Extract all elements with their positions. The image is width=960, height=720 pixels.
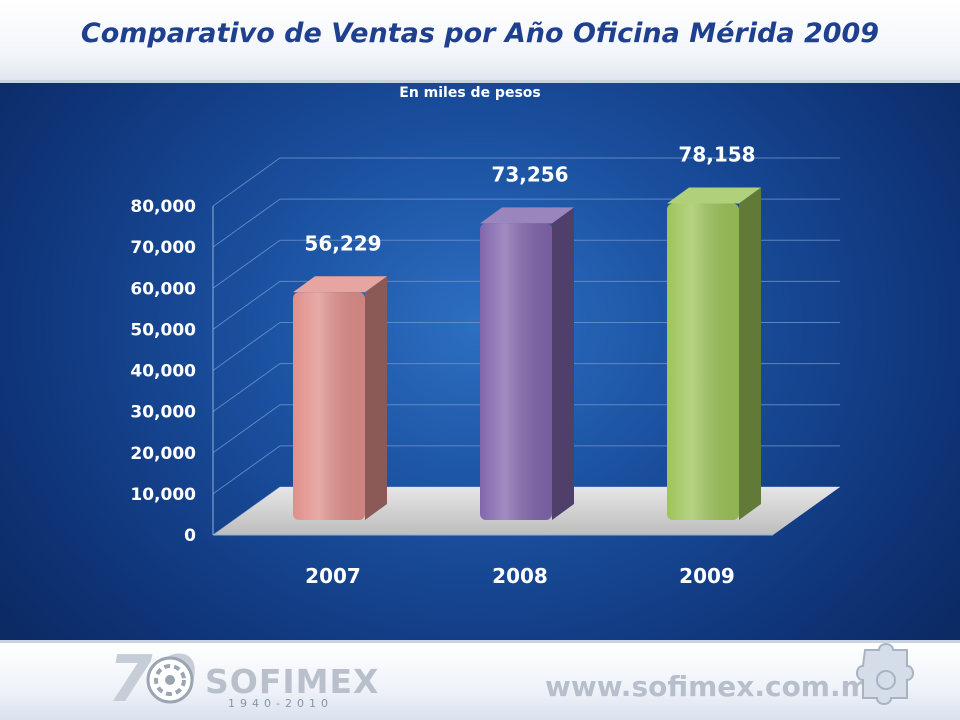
gridline: [212, 404, 840, 454]
data-labels: 56,229 73,256 78,158: [304, 142, 755, 255]
gridline: [212, 363, 840, 413]
gridline: [212, 280, 840, 330]
logo-years: 1940-2010: [228, 697, 333, 710]
bar-side: [552, 207, 574, 520]
website-link[interactable]: www.sofimex.com.mx: [545, 670, 888, 703]
bar-2008: [480, 207, 574, 520]
gridlines: [212, 157, 840, 536]
bar-2009: [667, 187, 761, 521]
y-tick-label: 30,000: [130, 403, 196, 423]
x-tick-label: 2009: [679, 564, 735, 588]
y-tick-label: 50,000: [130, 320, 196, 340]
y-tick-label: 20,000: [130, 444, 196, 464]
gridline: [212, 157, 840, 207]
data-label: 56,229: [304, 231, 381, 255]
x-tick-label: 2007: [305, 564, 361, 588]
bar-highlight: [293, 292, 365, 520]
axes: [212, 206, 773, 536]
bars: [293, 187, 761, 521]
y-tick-label: 80,000: [130, 197, 196, 217]
bar-top: [667, 187, 761, 204]
gridline: [212, 198, 840, 248]
bar-side: [365, 276, 387, 520]
chart-subtitle: En miles de pesos: [399, 85, 541, 101]
bar-chart: 0 10,000 20,000 30,000 40,000 50,000 60,000 70,…: [130, 142, 840, 588]
x-axis-labels: 2007 2008 2009: [305, 564, 735, 588]
bar-highlight: [480, 223, 552, 520]
bar-2007: [293, 276, 387, 520]
y-axis-labels: 0 10,000 20,000 30,000 40,000 50,000 60,000 70,…: [130, 197, 196, 546]
gridline: [212, 445, 840, 495]
y-tick-label: 0: [184, 526, 196, 546]
logo-wordmark: SOFIMEX: [205, 662, 380, 701]
puzzle-icon: [856, 643, 914, 705]
x-tick-label: 2008: [492, 564, 548, 588]
data-label: 78,158: [678, 142, 755, 166]
y-tick-label: 70,000: [130, 238, 196, 258]
bar-highlight: [667, 203, 739, 521]
sofimex-emblem-icon: [146, 656, 194, 704]
y-tick-label: 60,000: [130, 279, 196, 299]
y-tick-label: 40,000: [130, 362, 196, 382]
gridline: [212, 239, 840, 289]
y-tick-label: 10,000: [130, 485, 196, 505]
gridline: [212, 322, 840, 371]
chart-title: Comparativo de Ventas por Año Oficina Mé…: [80, 18, 880, 49]
data-label: 73,256: [491, 162, 568, 186]
bar-top: [293, 276, 387, 293]
bar-side: [739, 187, 761, 521]
bar-top: [480, 207, 574, 224]
title-bar: Comparativo de Ventas por Año Oficina Mé…: [0, 0, 960, 83]
